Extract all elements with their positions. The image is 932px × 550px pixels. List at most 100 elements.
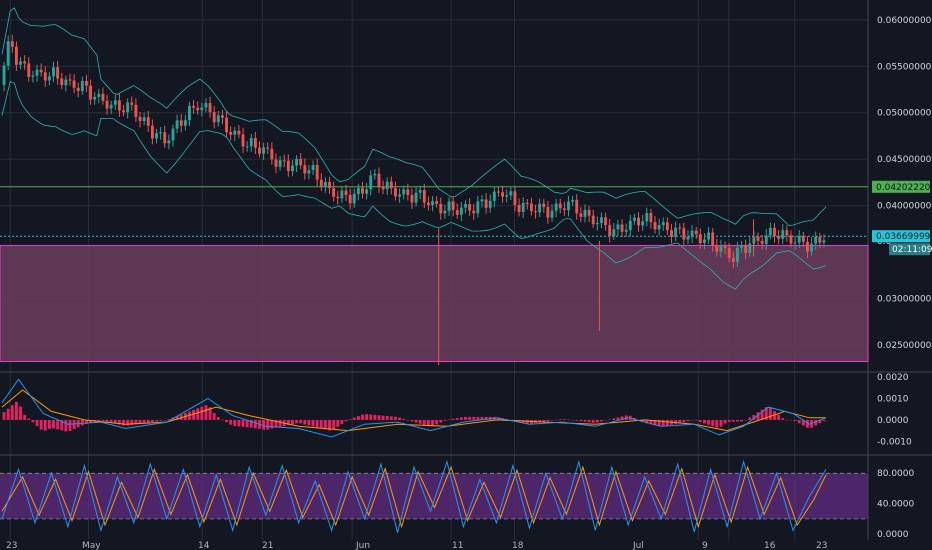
macd-histogram-bar — [208, 407, 212, 420]
candle-body — [225, 117, 228, 133]
candle-body — [451, 201, 455, 210]
macd-histogram-bar — [657, 419, 661, 427]
macd-histogram-bar — [56, 419, 60, 430]
macd-histogram-bar — [253, 419, 257, 429]
macd-pane[interactable] — [1, 378, 827, 438]
candle-body — [85, 81, 88, 86]
stoch-rsi-pane[interactable] — [0, 459, 868, 533]
macd-histogram-bar — [641, 419, 645, 422]
candle-body — [604, 217, 608, 226]
candle-body — [315, 165, 319, 180]
candle-body — [163, 132, 167, 144]
macd-histogram-bar — [740, 419, 743, 422]
candle-body — [538, 203, 542, 213]
candle-body — [93, 96, 97, 100]
candle-body — [105, 100, 109, 109]
candle-body — [253, 138, 257, 148]
macd-histogram-bar — [212, 413, 216, 420]
current-price-tag-text: 0.03669999 — [876, 232, 931, 242]
candle-body — [616, 224, 620, 230]
candle-body — [332, 188, 336, 197]
macd-histogram-bar — [620, 416, 624, 420]
candle-body — [546, 207, 550, 218]
macd-histogram-bar — [295, 419, 299, 424]
macd-histogram-bar — [600, 419, 603, 422]
candle-body — [768, 227, 772, 236]
candle-body — [624, 229, 628, 232]
time-tick-label: May — [82, 541, 101, 550]
macd-histogram-bar — [369, 414, 373, 420]
candle-body — [101, 93, 105, 101]
macd-histogram-bar — [727, 419, 731, 422]
macd-histogram-bar — [752, 414, 756, 420]
candle-body — [422, 189, 426, 203]
candle-body — [249, 138, 253, 147]
macd-histogram-bar — [241, 419, 245, 427]
macd-histogram-bar — [546, 419, 550, 422]
candle-body — [637, 217, 640, 226]
candle-body — [2, 65, 6, 85]
candle-body — [150, 125, 154, 139]
macd-histogram-bar — [703, 419, 706, 424]
macd-histogram-bar — [10, 405, 14, 420]
time-tick-label: 16 — [764, 541, 776, 550]
macd-histogram-bar — [814, 419, 818, 426]
candle-body — [583, 209, 587, 217]
candle-body — [146, 117, 150, 126]
macd-histogram-bar — [439, 419, 443, 423]
candle-body — [80, 81, 84, 91]
candle-body — [497, 191, 500, 193]
candle-body — [476, 201, 480, 214]
candle-body — [109, 104, 113, 109]
bollinger-upper — [1, 7, 827, 226]
macd-line — [1, 378, 827, 438]
candle-body — [509, 191, 513, 196]
candle-body — [641, 221, 645, 226]
candle-body — [571, 199, 575, 202]
macd-histogram-bar — [789, 419, 793, 421]
macd-histogram-bar — [422, 419, 426, 426]
macd-histogram-bar — [459, 417, 463, 420]
candle-body — [192, 105, 196, 108]
macd-histogram-bar — [723, 419, 727, 424]
macd-histogram-bar — [406, 419, 410, 421]
macd-histogram-bar — [68, 419, 72, 431]
macd-histogram-bar — [155, 419, 158, 422]
macd-histogram-bar — [196, 408, 200, 420]
candle-body — [575, 199, 579, 214]
candle-body — [645, 213, 649, 222]
macd-histogram-bar — [89, 419, 93, 423]
candle-body — [731, 257, 735, 262]
macd-histogram-bar — [764, 407, 768, 420]
price-pane[interactable] — [0, 7, 869, 366]
candle-body — [196, 107, 200, 111]
macd-histogram-bar — [373, 414, 377, 420]
support-zone — [0, 244, 869, 363]
macd-histogram-bar — [381, 415, 385, 420]
macd-histogram-bar — [27, 418, 31, 420]
candle-body — [649, 213, 653, 223]
candle-body — [56, 67, 60, 79]
candle-body — [793, 242, 797, 244]
macd-histogram-bar — [365, 414, 369, 420]
bollinger-lower — [1, 80, 827, 290]
time-tick-label: 11 — [452, 541, 463, 550]
macd-tick-label: 0.0020 — [877, 373, 909, 383]
candle-body — [459, 207, 463, 215]
macd-histogram-bar — [113, 419, 117, 424]
candle-body — [748, 243, 752, 253]
macd-histogram-bar — [538, 419, 542, 423]
macd-histogram-bar — [6, 408, 10, 420]
candle-body — [323, 181, 327, 187]
candle-body — [822, 240, 826, 243]
macd-histogram-bar — [595, 419, 599, 423]
macd-histogram-bar — [612, 418, 616, 420]
macd-histogram-bar — [2, 412, 6, 420]
stoch-d-line — [1, 465, 827, 529]
candle-body — [542, 203, 546, 208]
candle-body — [707, 232, 711, 240]
macd-histogram-bar — [60, 419, 64, 431]
macd-histogram-bar — [468, 416, 472, 420]
macd-histogram-bar — [698, 419, 702, 422]
